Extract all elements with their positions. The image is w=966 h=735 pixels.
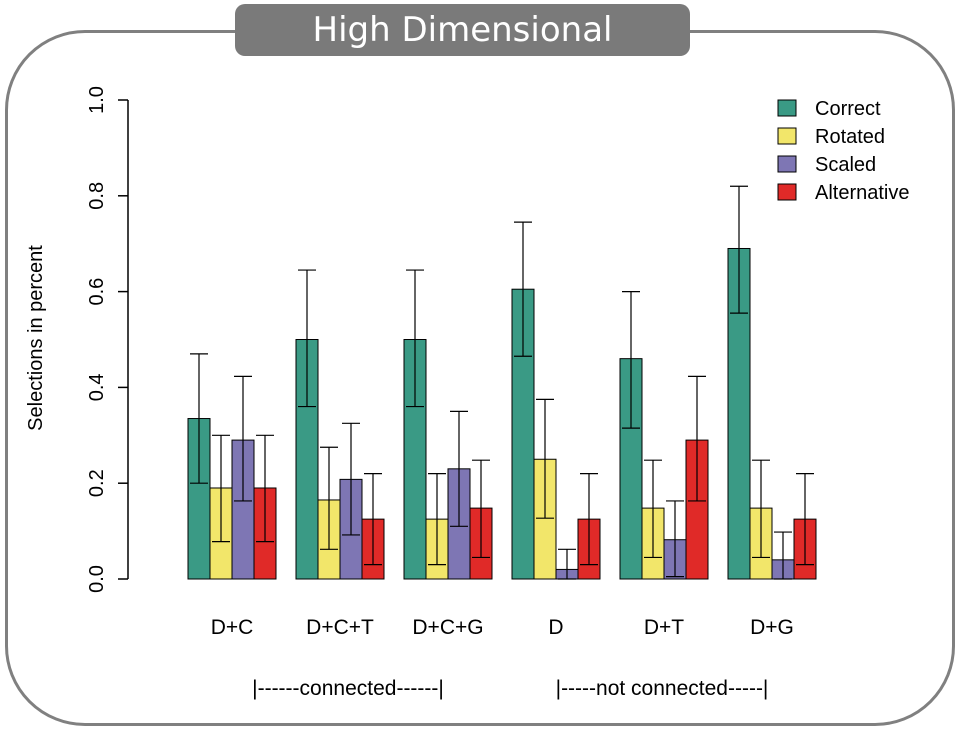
- y-tick-label: 0.4: [86, 373, 108, 401]
- category-label: D+G: [750, 616, 794, 639]
- legend-swatch-rotated: [777, 127, 797, 145]
- y-axis-label: Selections in percent: [25, 245, 47, 431]
- y-axis: 0.0 0.2 0.4 0.6 0.8 1.0: [86, 86, 129, 593]
- category-label: D+T: [644, 616, 684, 639]
- legend-label-scaled: Scaled: [815, 154, 876, 176]
- legend: Correct Rotated Scaled Alternative: [777, 98, 910, 204]
- y-tick-label: 0.6: [86, 278, 108, 306]
- y-tick-label: 1.0: [86, 86, 108, 114]
- legend-swatch-correct: [777, 99, 797, 117]
- group-label-not-connected: |-----not connected-----|: [556, 677, 769, 700]
- y-tick-label: 0.0: [86, 565, 108, 593]
- y-tick-label: 0.8: [86, 182, 108, 210]
- bars: [187, 185, 817, 580]
- category-label: D+C+T: [306, 616, 374, 639]
- category-labels: D+C D+C+T D+C+G D D+T D+G: [211, 616, 794, 639]
- legend-label-alternative: Alternative: [815, 182, 910, 204]
- legend-label-correct: Correct: [815, 98, 881, 120]
- legend-label-rotated: Rotated: [815, 126, 885, 148]
- category-label: D+C+G: [412, 616, 483, 639]
- legend-swatch-alternative: [777, 183, 797, 201]
- group-label-connected: |------connected------|: [252, 677, 444, 700]
- chart-title: High Dimensional: [235, 4, 690, 56]
- category-label: D+C: [211, 616, 254, 639]
- category-label: D: [548, 616, 563, 639]
- y-tick-label: 0.2: [86, 469, 108, 497]
- legend-swatch-scaled: [777, 155, 797, 173]
- chart-panel: [5, 30, 955, 726]
